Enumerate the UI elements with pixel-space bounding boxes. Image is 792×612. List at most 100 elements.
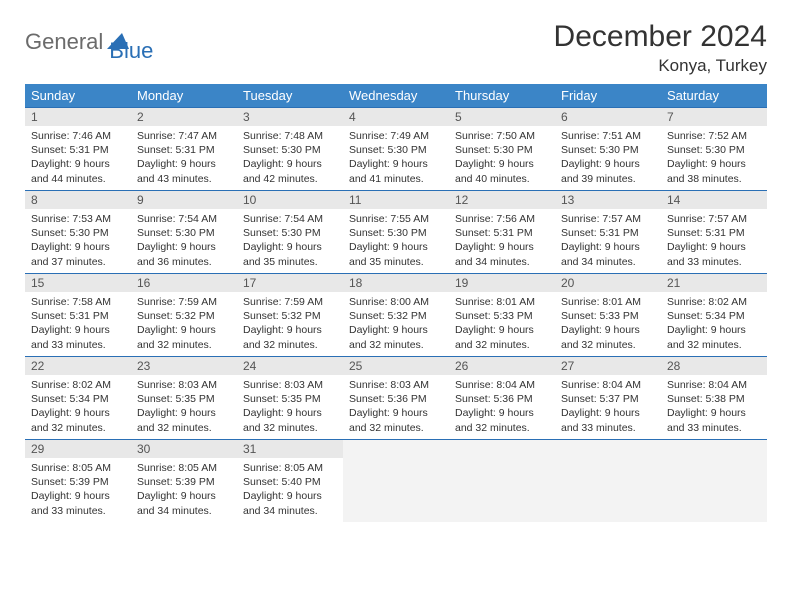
- day-details: Sunrise: 7:59 AMSunset: 5:32 PMDaylight:…: [237, 292, 343, 356]
- day-details: Sunrise: 7:59 AMSunset: 5:32 PMDaylight:…: [131, 292, 237, 356]
- day-number: 11: [343, 191, 449, 209]
- calendar-day-cell: 23Sunrise: 8:03 AMSunset: 5:35 PMDayligh…: [131, 357, 237, 440]
- calendar-week-row: 22Sunrise: 8:02 AMSunset: 5:34 PMDayligh…: [25, 357, 767, 440]
- empty-cell: [661, 440, 767, 523]
- calendar-day-cell: 28Sunrise: 8:04 AMSunset: 5:38 PMDayligh…: [661, 357, 767, 440]
- calendar-day-cell: 6Sunrise: 7:51 AMSunset: 5:30 PMDaylight…: [555, 108, 661, 191]
- day-details: Sunrise: 7:54 AMSunset: 5:30 PMDaylight:…: [131, 209, 237, 273]
- day-number: 20: [555, 274, 661, 292]
- day-header: Friday: [555, 84, 661, 108]
- day-number: 25: [343, 357, 449, 375]
- location-label: Konya, Turkey: [554, 56, 767, 76]
- calendar-day-cell: 4Sunrise: 7:49 AMSunset: 5:30 PMDaylight…: [343, 108, 449, 191]
- calendar-day-cell: 13Sunrise: 7:57 AMSunset: 5:31 PMDayligh…: [555, 191, 661, 274]
- day-details: Sunrise: 7:51 AMSunset: 5:30 PMDaylight:…: [555, 126, 661, 190]
- calendar-week-row: 1Sunrise: 7:46 AMSunset: 5:31 PMDaylight…: [25, 108, 767, 191]
- day-number: 13: [555, 191, 661, 209]
- day-details: Sunrise: 7:56 AMSunset: 5:31 PMDaylight:…: [449, 209, 555, 273]
- calendar-body: 1Sunrise: 7:46 AMSunset: 5:31 PMDaylight…: [25, 108, 767, 523]
- calendar-day-cell: 24Sunrise: 8:03 AMSunset: 5:35 PMDayligh…: [237, 357, 343, 440]
- day-details: Sunrise: 8:04 AMSunset: 5:37 PMDaylight:…: [555, 375, 661, 439]
- day-header: Thursday: [449, 84, 555, 108]
- day-header-row: SundayMondayTuesdayWednesdayThursdayFrid…: [25, 84, 767, 108]
- day-number: 31: [237, 440, 343, 458]
- day-details: Sunrise: 8:03 AMSunset: 5:36 PMDaylight:…: [343, 375, 449, 439]
- day-number: 10: [237, 191, 343, 209]
- empty-cell: [449, 440, 555, 523]
- title-block: December 2024 Konya, Turkey: [554, 20, 767, 76]
- day-number: 22: [25, 357, 131, 375]
- day-number: 28: [661, 357, 767, 375]
- day-details: Sunrise: 7:48 AMSunset: 5:30 PMDaylight:…: [237, 126, 343, 190]
- day-number: 27: [555, 357, 661, 375]
- calendar-day-cell: 2Sunrise: 7:47 AMSunset: 5:31 PMDaylight…: [131, 108, 237, 191]
- day-number: 15: [25, 274, 131, 292]
- day-number: 29: [25, 440, 131, 458]
- calendar-day-cell: 30Sunrise: 8:05 AMSunset: 5:39 PMDayligh…: [131, 440, 237, 523]
- day-details: Sunrise: 7:47 AMSunset: 5:31 PMDaylight:…: [131, 126, 237, 190]
- calendar-day-cell: 17Sunrise: 7:59 AMSunset: 5:32 PMDayligh…: [237, 274, 343, 357]
- day-details: Sunrise: 8:01 AMSunset: 5:33 PMDaylight:…: [555, 292, 661, 356]
- day-number: 5: [449, 108, 555, 126]
- day-number: 4: [343, 108, 449, 126]
- day-number: 17: [237, 274, 343, 292]
- day-number: 21: [661, 274, 767, 292]
- day-number: 8: [25, 191, 131, 209]
- calendar-day-cell: 21Sunrise: 8:02 AMSunset: 5:34 PMDayligh…: [661, 274, 767, 357]
- day-details: Sunrise: 7:54 AMSunset: 5:30 PMDaylight:…: [237, 209, 343, 273]
- day-header: Sunday: [25, 84, 131, 108]
- day-details: Sunrise: 7:57 AMSunset: 5:31 PMDaylight:…: [555, 209, 661, 273]
- calendar-day-cell: 29Sunrise: 8:05 AMSunset: 5:39 PMDayligh…: [25, 440, 131, 523]
- empty-cell: [555, 440, 661, 523]
- day-number: 12: [449, 191, 555, 209]
- calendar-day-cell: 25Sunrise: 8:03 AMSunset: 5:36 PMDayligh…: [343, 357, 449, 440]
- calendar-week-row: 15Sunrise: 7:58 AMSunset: 5:31 PMDayligh…: [25, 274, 767, 357]
- day-details: Sunrise: 7:50 AMSunset: 5:30 PMDaylight:…: [449, 126, 555, 190]
- calendar-day-cell: 8Sunrise: 7:53 AMSunset: 5:30 PMDaylight…: [25, 191, 131, 274]
- day-number: 16: [131, 274, 237, 292]
- day-details: Sunrise: 8:02 AMSunset: 5:34 PMDaylight:…: [661, 292, 767, 356]
- calendar-day-cell: 19Sunrise: 8:01 AMSunset: 5:33 PMDayligh…: [449, 274, 555, 357]
- day-number: 3: [237, 108, 343, 126]
- calendar-day-cell: 10Sunrise: 7:54 AMSunset: 5:30 PMDayligh…: [237, 191, 343, 274]
- day-number: 7: [661, 108, 767, 126]
- calendar-table: SundayMondayTuesdayWednesdayThursdayFrid…: [25, 84, 767, 522]
- day-number: 30: [131, 440, 237, 458]
- calendar-day-cell: 14Sunrise: 7:57 AMSunset: 5:31 PMDayligh…: [661, 191, 767, 274]
- day-details: Sunrise: 8:01 AMSunset: 5:33 PMDaylight:…: [449, 292, 555, 356]
- calendar-day-cell: 3Sunrise: 7:48 AMSunset: 5:30 PMDaylight…: [237, 108, 343, 191]
- day-details: Sunrise: 8:03 AMSunset: 5:35 PMDaylight:…: [131, 375, 237, 439]
- logo-text-general: General: [25, 29, 103, 55]
- calendar-day-cell: 12Sunrise: 7:56 AMSunset: 5:31 PMDayligh…: [449, 191, 555, 274]
- logo-text-blue: Blue: [109, 38, 153, 63]
- day-number: 24: [237, 357, 343, 375]
- calendar-day-cell: 26Sunrise: 8:04 AMSunset: 5:36 PMDayligh…: [449, 357, 555, 440]
- calendar-day-cell: 20Sunrise: 8:01 AMSunset: 5:33 PMDayligh…: [555, 274, 661, 357]
- empty-cell: [343, 440, 449, 523]
- day-details: Sunrise: 8:05 AMSunset: 5:39 PMDaylight:…: [25, 458, 131, 522]
- calendar-day-cell: 16Sunrise: 7:59 AMSunset: 5:32 PMDayligh…: [131, 274, 237, 357]
- day-number: 19: [449, 274, 555, 292]
- day-details: Sunrise: 7:57 AMSunset: 5:31 PMDaylight:…: [661, 209, 767, 273]
- day-number: 2: [131, 108, 237, 126]
- day-details: Sunrise: 8:02 AMSunset: 5:34 PMDaylight:…: [25, 375, 131, 439]
- day-details: Sunrise: 8:04 AMSunset: 5:36 PMDaylight:…: [449, 375, 555, 439]
- page-title: December 2024: [554, 20, 767, 54]
- day-details: Sunrise: 7:46 AMSunset: 5:31 PMDaylight:…: [25, 126, 131, 190]
- calendar-day-cell: 5Sunrise: 7:50 AMSunset: 5:30 PMDaylight…: [449, 108, 555, 191]
- day-details: Sunrise: 8:04 AMSunset: 5:38 PMDaylight:…: [661, 375, 767, 439]
- day-details: Sunrise: 8:05 AMSunset: 5:40 PMDaylight:…: [237, 458, 343, 522]
- calendar-day-cell: 31Sunrise: 8:05 AMSunset: 5:40 PMDayligh…: [237, 440, 343, 523]
- day-details: Sunrise: 7:52 AMSunset: 5:30 PMDaylight:…: [661, 126, 767, 190]
- day-details: Sunrise: 7:53 AMSunset: 5:30 PMDaylight:…: [25, 209, 131, 273]
- day-details: Sunrise: 8:00 AMSunset: 5:32 PMDaylight:…: [343, 292, 449, 356]
- calendar-day-cell: 1Sunrise: 7:46 AMSunset: 5:31 PMDaylight…: [25, 108, 131, 191]
- calendar-day-cell: 7Sunrise: 7:52 AMSunset: 5:30 PMDaylight…: [661, 108, 767, 191]
- logo: General Blue: [25, 20, 153, 64]
- calendar-day-cell: 15Sunrise: 7:58 AMSunset: 5:31 PMDayligh…: [25, 274, 131, 357]
- day-header: Monday: [131, 84, 237, 108]
- day-details: Sunrise: 8:03 AMSunset: 5:35 PMDaylight:…: [237, 375, 343, 439]
- day-header: Saturday: [661, 84, 767, 108]
- day-number: 23: [131, 357, 237, 375]
- calendar-day-cell: 18Sunrise: 8:00 AMSunset: 5:32 PMDayligh…: [343, 274, 449, 357]
